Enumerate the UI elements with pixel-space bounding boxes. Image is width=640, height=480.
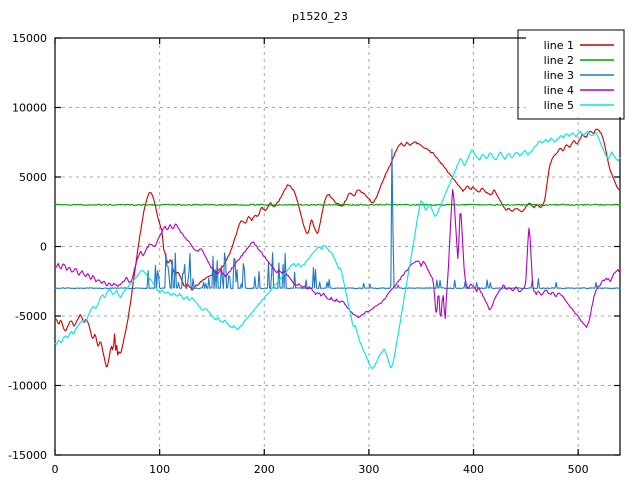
series-line-line-3 xyxy=(54,148,621,290)
grid-lines xyxy=(55,38,620,455)
x-axis-labels: 0 100 200 300 400 500 xyxy=(52,463,589,476)
y-tick-label: 10000 xyxy=(12,102,47,115)
y-tick-label: -10000 xyxy=(8,380,47,393)
chart-legend: line 1 line 2 line 3 line 4 line 5 xyxy=(517,29,625,120)
x-tick-label: 100 xyxy=(149,463,170,476)
y-tick-label: -15000 xyxy=(8,449,47,462)
x-tick-label: 300 xyxy=(358,463,379,476)
x-tick-label: 500 xyxy=(568,463,589,476)
series-line-line-5 xyxy=(54,130,621,370)
legend-label: line 4 xyxy=(544,84,574,97)
series-line-line-1 xyxy=(54,128,621,368)
legend-border xyxy=(517,29,625,120)
data-series-group xyxy=(54,128,621,370)
x-tick-label: 200 xyxy=(254,463,275,476)
series-line-line-2 xyxy=(54,203,621,206)
legend-label: line 2 xyxy=(544,54,574,67)
y-axis-labels: -15000 -10000 -5000 0 5000 10000 15000 xyxy=(8,32,47,462)
legend-label: line 3 xyxy=(544,69,574,82)
series-line-line-4 xyxy=(54,188,621,328)
x-tick-label: 0 xyxy=(52,463,59,476)
legend-label: line 5 xyxy=(544,99,574,112)
legend-label: line 1 xyxy=(544,39,574,52)
x-tick-label: 400 xyxy=(463,463,484,476)
y-tick-label: 15000 xyxy=(12,32,47,45)
y-tick-label: 0 xyxy=(40,241,47,254)
plot-frame xyxy=(54,37,621,456)
y-tick-label: 5000 xyxy=(19,171,47,184)
y-tick-label: -5000 xyxy=(15,310,47,323)
page-title: p1520_23 xyxy=(291,10,349,23)
